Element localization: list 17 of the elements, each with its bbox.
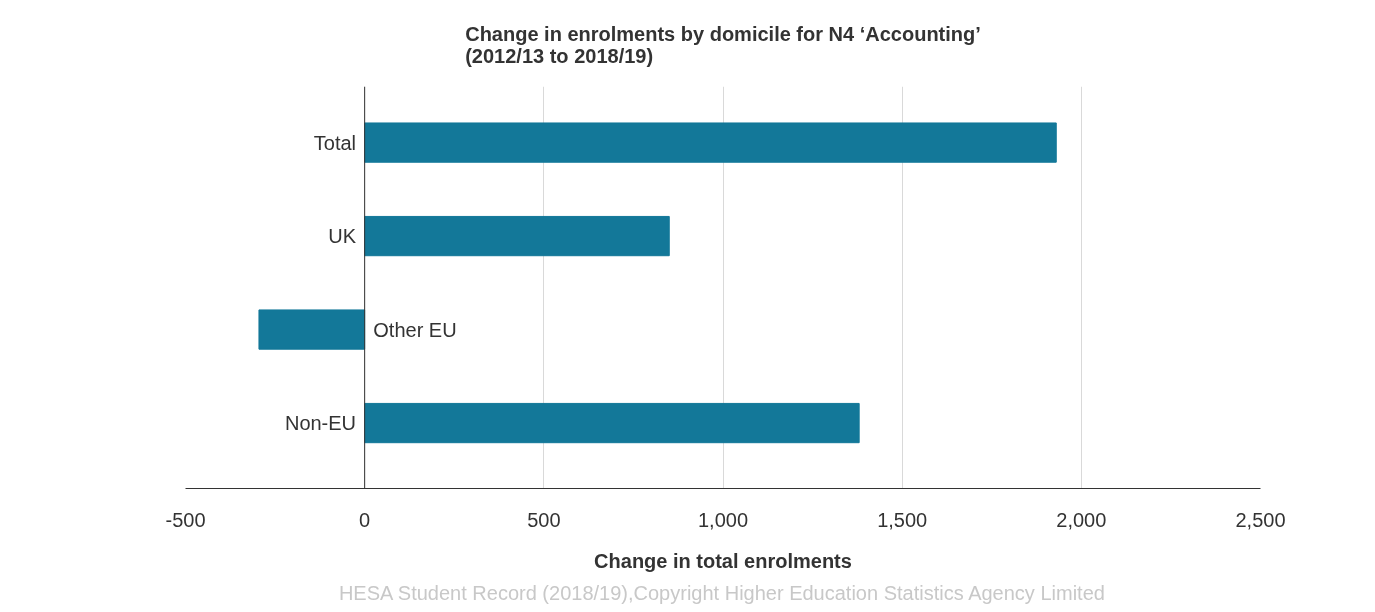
x-tick-label: 500 [527,508,561,531]
y-tick-label: Other EU [373,318,457,341]
bar [364,122,1057,163]
x-tick-label: 1,000 [697,508,749,531]
x-tick-label: 0 [359,508,371,531]
x-tick-label: 2,500 [1235,508,1286,531]
x-tick-label: 1,500 [877,508,928,531]
y-tick-label: UK [328,225,357,248]
y-tick-label: Non-EU [284,412,357,435]
x-tick-label: -500 [165,508,206,531]
x-axis-title: Change in total enrolments [594,549,852,572]
bar [258,309,366,350]
y-tick-label: Total [313,131,357,154]
bar [364,215,670,257]
x-tick-label: 2,000 [1056,508,1107,531]
bar [364,402,860,444]
chart-title: Change in enrolments by domicile for N4 ‘Accounting’ (2012/13 to 2018/19) [465,22,981,67]
